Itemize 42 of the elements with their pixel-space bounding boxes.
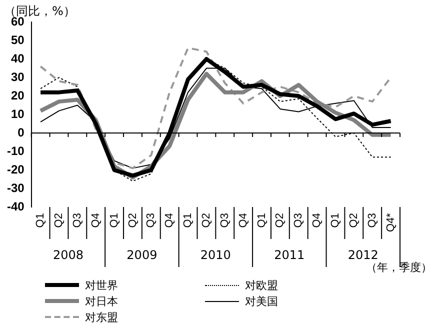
x-tick-label: Q2 [348, 213, 360, 228]
legend-label: 对世界 [85, 278, 118, 292]
x-tick-label: Q3 [292, 213, 305, 228]
y-tick-label: -10 [7, 144, 25, 158]
x-tick-label: Q4 [90, 213, 102, 228]
x-tick-label: Q1 [182, 213, 194, 228]
x-tick-label: Q2 [200, 213, 212, 228]
text: 2009 [126, 248, 158, 262]
x-tick-label: Q4* [384, 212, 397, 232]
x-tick-label: Q3 [366, 213, 378, 228]
y-tick-label: 50 [10, 32, 25, 47]
y-axis-title: （同比，%） [4, 3, 76, 18]
x-tick-label: Q1 [256, 213, 268, 228]
x-tick-label: Q1 [108, 213, 120, 228]
y-tick-label: 0 [18, 125, 25, 140]
y-tick-label: 10 [10, 106, 25, 121]
x-tick-label: Q4 [311, 213, 324, 228]
legend-label: 对日本 [85, 294, 118, 308]
y-tick-label: 20 [10, 88, 25, 102]
x-tick-label: Q1 [34, 213, 47, 228]
y-tick-label: -30 [7, 180, 25, 195]
x-tick-label: Q2 [126, 213, 139, 228]
y-tick-label: 40 [10, 51, 25, 66]
x-tick-label: Q4 [237, 213, 250, 228]
x-axis-title: （年，季度） [366, 260, 432, 275]
x-tick-label: Q3 [218, 213, 231, 228]
legend-label: 对欧盟 [245, 278, 278, 292]
legend-label: 对美国 [245, 294, 278, 308]
text: 2010 [200, 248, 231, 262]
x-tick-label: Q2 [274, 213, 286, 228]
y-tick-label: 30 [10, 70, 25, 84]
text: 2011 [274, 248, 305, 262]
x-tick-label: Q2 [53, 213, 66, 228]
x-tick-label: Q4 [164, 213, 176, 228]
text: 2012 [348, 248, 378, 262]
x-tick-label: Q3 [145, 213, 158, 228]
text: 2008 [52, 248, 84, 262]
y-tick-label: -20 [7, 162, 25, 176]
x-tick-label: Q1 [330, 213, 342, 228]
x-tick-label: Q3 [71, 213, 84, 228]
y-tick-label: -40 [7, 199, 25, 214]
legend-label: 对东盟 [85, 310, 118, 324]
